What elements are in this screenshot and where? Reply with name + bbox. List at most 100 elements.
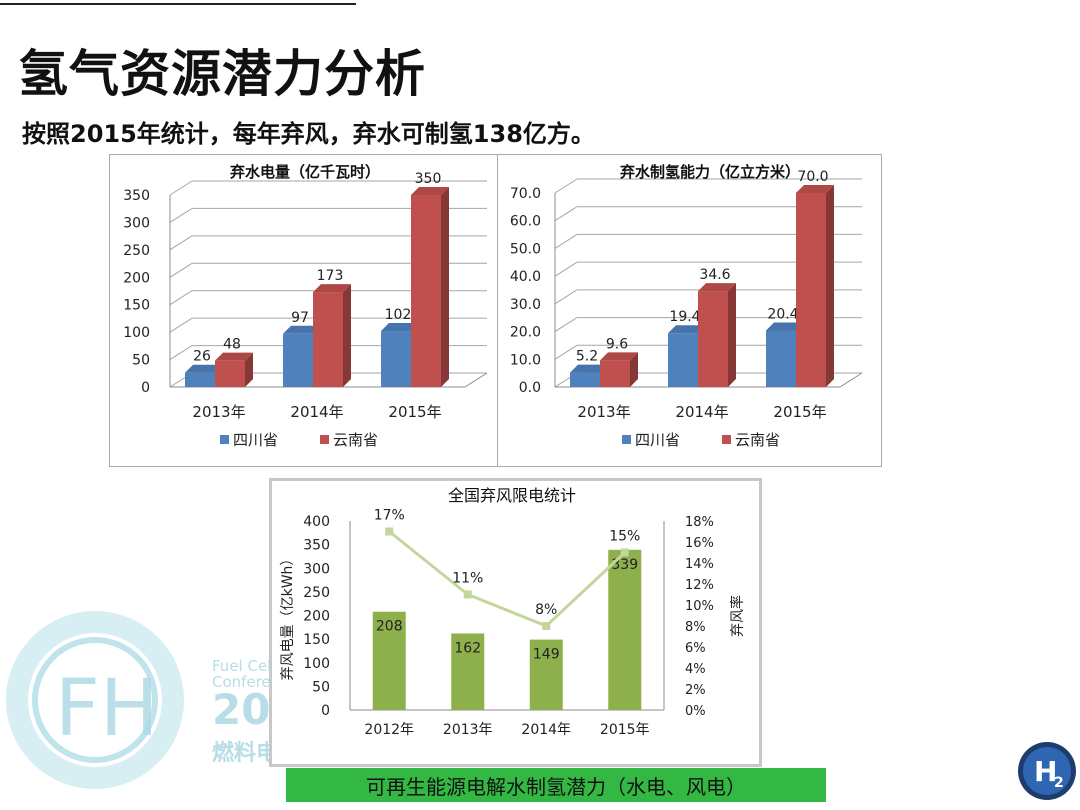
y2-tick-label: 16% [685, 536, 714, 551]
bar-top [766, 322, 804, 331]
chart-hydrogen-capacity-svg: 0.0 10.0 20.0 30.0 40.0 50.0 60.0 70.0 5.2 9.6 201… [510, 163, 863, 449]
floor-edge [464, 372, 488, 388]
logo-letters: FH [55, 664, 159, 754]
y-tick-label: 100 [303, 656, 330, 672]
wind-bar [372, 611, 406, 710]
x-tick-label: 2013年 [577, 403, 630, 421]
bar-data-label: 97 [291, 310, 309, 326]
chart-wind-curtailment-svg: 全国弃风限电统计 0 50 100 150 200 250 300 350 400 0% 2% 4% 6%… [280, 486, 746, 738]
bar-side [245, 352, 253, 387]
y2-axis-title: 弃风率 [729, 595, 746, 637]
badge-subscript: 2 [1054, 775, 1064, 791]
grid-diag [554, 289, 578, 305]
y2-tick-label: 2% [685, 683, 706, 698]
x-tick-label: 2013年 [443, 722, 493, 738]
x-tick-label: 2012年 [364, 722, 414, 738]
y-tick-label: 0 [321, 703, 330, 719]
y2-tick-label: 14% [685, 557, 714, 572]
y2-tick-label: 18% [685, 515, 714, 530]
badge-letter: H [1034, 755, 1057, 788]
grid-diag [169, 262, 193, 278]
y-tick-label: 150 [303, 632, 330, 648]
line-marker [385, 527, 394, 536]
bar-data-label: 149 [533, 647, 560, 663]
bar-top [570, 364, 608, 373]
grid-diag [554, 234, 578, 249]
y-tick-label: 300 [123, 215, 150, 231]
footer-banner: 可再生能源电解水制氢潜力（水电、风电） [286, 768, 826, 802]
floor-edge [839, 372, 863, 388]
bar-top [283, 325, 321, 334]
bar-front [215, 360, 245, 387]
x-tick-label: 2015年 [773, 403, 826, 421]
bar-side [826, 185, 834, 387]
bar-data-label: 48 [223, 337, 241, 353]
y2-tick-label: 12% [685, 578, 714, 593]
y-axis-title: 弃风电量（亿kWh） [280, 552, 296, 681]
line-data-label: 11% [452, 571, 483, 587]
y-tick-label: 250 [303, 585, 330, 601]
line-marker [620, 548, 629, 557]
y-tick-label: 350 [123, 188, 150, 204]
grid-diag [169, 208, 193, 223]
y-tick-label: 250 [123, 243, 150, 259]
y-tick-label: 100 [123, 325, 150, 341]
x-tick-label: 2015年 [600, 722, 650, 738]
wind-bar [451, 633, 485, 710]
bar-front [381, 331, 411, 387]
x-tick-label: 2014年 [521, 722, 571, 738]
bar-front [411, 195, 441, 387]
y-tick-label: 60.0 [510, 214, 541, 230]
line-data-label: 17% [374, 508, 405, 524]
legend-swatch [622, 435, 631, 444]
legend-label: 云南省 [735, 431, 780, 449]
bar-top [668, 325, 706, 334]
line-marker [463, 590, 472, 599]
grid-diag [554, 344, 578, 360]
grid-diag [169, 345, 193, 360]
chart-curtailed-hydro: 0 50 100 150 200 250 300 350 26 48 2013年 97 173 2014年… [109, 154, 498, 467]
bar-top [185, 364, 223, 373]
top-rule [0, 3, 356, 5]
curtailment-rate-line [388, 530, 626, 628]
wind-bar [608, 549, 642, 710]
y2-tick-label: 8% [685, 620, 706, 635]
line-data-label: 8% [535, 602, 557, 618]
chart-title: 弃水电量（亿千瓦时） [230, 163, 380, 181]
bar-data-label: 5.2 [576, 349, 598, 365]
bar-front [570, 372, 600, 387]
bar-data-label: 34.6 [699, 267, 730, 283]
slide-title: 氢气资源潜力分析 [18, 45, 426, 103]
grid-diag [554, 206, 578, 222]
bar-side [728, 283, 736, 387]
h2-badge-icon: H 2 [1018, 742, 1076, 800]
x-tick-label: 2015年 [388, 403, 441, 421]
legend-swatch [220, 435, 229, 444]
y-tick-label: 50.0 [510, 241, 541, 257]
y2-tick-label: 10% [685, 599, 714, 614]
y-tick-label: 10.0 [510, 352, 541, 368]
bar-front [796, 193, 826, 387]
bar-data-label: 70.0 [797, 169, 828, 185]
wind-bar [529, 639, 563, 710]
chart-title: 全国弃风限电统计 [448, 486, 576, 505]
bar-data-label: 173 [317, 268, 344, 284]
legend-label: 云南省 [333, 431, 378, 449]
slide-subtitle: 按照2015年统计，每年弃风，弃水可制氢138亿方。 [22, 120, 595, 148]
grid-diag [169, 317, 193, 333]
y-tick-label: 30.0 [510, 297, 541, 313]
legend-swatch [320, 435, 329, 444]
line-marker [542, 622, 551, 630]
fh-logo-icon: FH [6, 611, 184, 789]
legend-label: 四川省 [233, 431, 278, 449]
grid-diag [554, 317, 578, 332]
y2-tick-label: 4% [685, 662, 706, 677]
x-tick-label: 2013年 [192, 403, 245, 421]
chart-wind-curtailment: 全国弃风限电统计 0 50 100 150 200 250 300 350 400 0% 2% 4% 6%… [269, 478, 762, 767]
y-tick-label: 0 [141, 380, 150, 396]
bar-side [441, 187, 449, 387]
line-data-label: 15% [609, 529, 640, 545]
bar-side [630, 352, 638, 387]
legend-swatch [722, 435, 731, 444]
x-tick-label: 2014年 [290, 403, 343, 421]
